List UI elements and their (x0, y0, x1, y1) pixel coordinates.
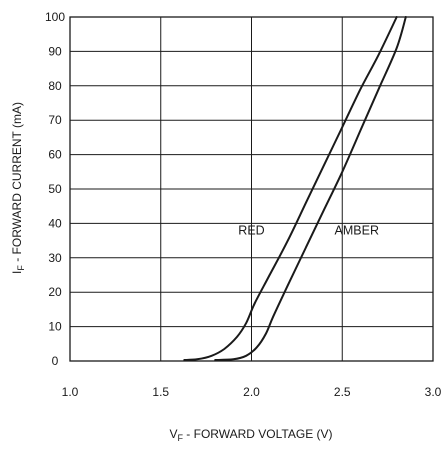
series-red-line (183, 16, 398, 361)
plot-frame (69, 16, 434, 362)
y-tick-label: 50 (48, 182, 62, 196)
y-tick-label: 40 (48, 216, 62, 230)
curve-label-amber: AMBER (335, 224, 379, 238)
x-tick-label: 2.5 (334, 385, 351, 399)
curves (183, 16, 407, 361)
y-tick-label: 30 (48, 251, 62, 265)
y-tick-label: 0 (52, 354, 59, 368)
y-tick-label: 70 (48, 113, 62, 127)
y-tick-label: 90 (48, 44, 62, 58)
curve-label-red: RED (238, 224, 264, 238)
x-tick-label: 3.0 (425, 385, 442, 399)
y-tick-label: 100 (45, 10, 65, 24)
curve-annotations: RED AMBER (238, 224, 379, 238)
y-tick-labels: 0 10 20 30 40 50 60 70 80 90 100 (45, 10, 65, 368)
x-axis-label-rest: - FORWARD VOLTAGE (V) (183, 427, 333, 441)
y-axis-label-sub: F (16, 265, 26, 271)
series-amber-line (214, 16, 407, 361)
x-tick-label: 2.0 (243, 385, 260, 399)
x-tick-label: 1.0 (62, 385, 79, 399)
x-tick-label: 1.5 (152, 385, 169, 399)
y-tick-label: 60 (48, 148, 62, 162)
y-axis-label-main: I (10, 271, 24, 274)
x-axis-label-sub: F (177, 433, 183, 443)
y-axis-label-rest: - FORWARD CURRENT (mA) (10, 102, 24, 265)
y-axis-label: IF - FORWARD CURRENT (mA) (10, 102, 26, 274)
x-axis-label: VF - FORWARD VOLTAGE (V) (169, 427, 332, 443)
x-axis-label-main: V (169, 427, 177, 441)
y-tick-label: 20 (48, 285, 62, 299)
y-tick-label: 10 (48, 320, 62, 334)
x-tick-labels: 1.0 1.5 2.0 2.5 3.0 (62, 385, 442, 399)
y-tick-label: 80 (48, 79, 62, 93)
